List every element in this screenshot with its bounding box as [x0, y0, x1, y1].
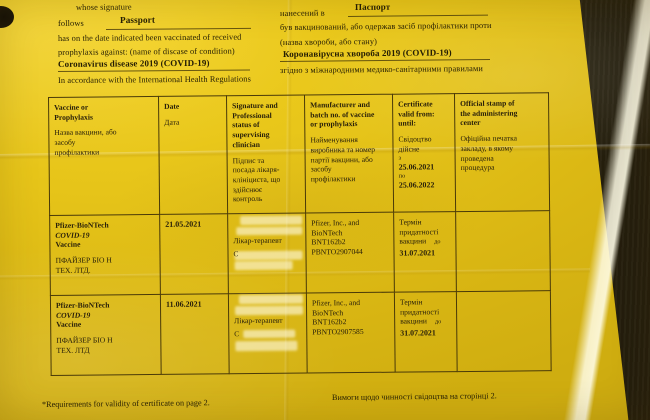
col-header-vaccine: Vaccine or Prophylaxis Назва вакцини, аб…: [48, 96, 160, 216]
cell-signature-dose-2: Лікар-терапевт С: [228, 293, 308, 374]
dose1-date: 21.05.2021: [165, 219, 202, 229]
dose2-valid-1: Термін: [399, 297, 423, 307]
dose1-valid-3: вакцини: [399, 236, 427, 247]
dose2-date: 11.06.2021: [165, 299, 202, 309]
col-header-validity-ua-1: Свідоцтво: [398, 134, 432, 144]
dose1-valid-date: 31.07.2021: [399, 248, 436, 259]
cell-date-dose-2: 11.06.2021: [160, 293, 230, 375]
validity-from-date: 25.06.2021: [398, 161, 435, 172]
dose1-signature-partial: C: [233, 248, 239, 258]
col-header-vaccine-ua-3: профілактики: [54, 147, 100, 157]
dose2-valid-date: 31.07.2021: [400, 328, 436, 339]
dose2-vaccine-ua-2: ТЕХ. ЛТД: [56, 345, 90, 355]
redaction-block: [240, 215, 303, 226]
col-header-manufacturer-en-3: or prophylaxis: [310, 119, 358, 129]
header-en-passport-value: Passport: [119, 14, 156, 25]
dose1-batch-2: PBNTO2907044: [311, 247, 363, 257]
redaction-block: [235, 340, 298, 352]
redaction-block: [235, 305, 304, 316]
header-ua-line2: був вакцинований, або одержав засіб проф…: [279, 20, 492, 32]
col-header-validity: Certificate valid from: until: Свідоцтво…: [392, 93, 456, 213]
col-header-signature-ua-5: контроль: [232, 194, 263, 204]
footer-note-ua: Вимоги щодо чинності свідоцтва на сторін…: [331, 391, 497, 402]
footer-note-en: *Requirements for validity of certificat…: [41, 398, 210, 409]
dose2-vaccine-en-3: Vaccine: [56, 320, 82, 330]
col-header-signature-en-5: clinician: [232, 139, 260, 150]
col-header-validity-en-2: valid from:: [398, 109, 435, 119]
header-ua-line1: нанесений в: [279, 8, 325, 18]
col-header-stamp-en-3: center: [460, 118, 481, 128]
cell-signature-dose-1: Лікар-терапевт C: [227, 213, 307, 294]
col-header-date: Date Дата: [158, 95, 228, 215]
col-header-validity-en-3: until:: [398, 118, 417, 129]
cell-validity-dose-2: Термін придатності вакцини до 31.07.2021: [394, 291, 458, 373]
dose1-stamp: [461, 216, 545, 217]
dose1-valid-until-label: до: [434, 238, 441, 246]
dose1-signature-role: Лікар-терапевт: [233, 235, 282, 246]
dose1-valid-2: придатності: [399, 226, 439, 237]
table-row: Pfizer-BioNTech COVID-19 Vaccine ПФАЙЗЕР…: [49, 210, 551, 296]
redaction-block: [236, 226, 303, 236]
col-header-signature: Signature and Professional status of sup…: [226, 95, 306, 214]
header-en-line4: prophylaxis against: (name of discase of…: [57, 46, 235, 57]
dose2-valid-until-label: до: [434, 318, 442, 326]
validity-until-date: 25.06.2022: [398, 179, 435, 190]
dose1-vaccine-en-3: Vaccine: [55, 240, 81, 250]
dose2-signature-role: Лікар-терапевт: [234, 315, 283, 326]
redaction-block: [238, 294, 303, 305]
cell-manufacturer-dose-2: Pfizer, Inc., and BioNTech BNT162b2 PBNT…: [306, 292, 396, 374]
cell-validity-dose-1: Термін придатності вакцини до 31.07.2021: [393, 211, 457, 293]
cell-vaccine-dose-1: Pfizer-BioNTech COVID-19 Vaccine ПФАЙЗЕР…: [49, 214, 161, 296]
col-header-validity-ua-2: дійсне: [398, 144, 420, 154]
header-en-line1: whose signature: [75, 2, 132, 12]
dose2-valid-3: вакцини: [400, 316, 428, 327]
col-header-manufacturer: Manufacturer and batch no. of vaccine or…: [304, 94, 394, 214]
dose2-batch-2: PBNTO2907585: [312, 327, 364, 337]
cell-date-dose-1: 21.05.2021: [159, 213, 229, 295]
col-header-date-ua-1: Дата: [164, 117, 180, 127]
redaction-block: [234, 260, 293, 271]
col-header-validity-en-1: Certificate: [398, 99, 433, 109]
vaccination-table: Vaccine or Prophylaxis Назва вакцини, аб…: [48, 92, 552, 376]
dose1-valid-1: Термін: [399, 217, 422, 227]
dose2-valid-2: придатності: [400, 306, 440, 317]
dose2-signature-partial: С: [234, 328, 240, 338]
header-ua-line3: (назва хвороби, або стану): [279, 37, 378, 47]
col-header-stamp-ua-4: процедура: [460, 163, 495, 173]
dose2-stamp: [462, 296, 546, 297]
vaccination-table-wrapper: Vaccine or Prophylaxis Назва вакцини, аб…: [48, 92, 552, 376]
cell-stamp-dose-2: [456, 290, 552, 372]
col-header-manufacturer-ua-5: профілактики: [310, 174, 356, 184]
table-header-row: Vaccine or Prophylaxis Назва вакцини, аб…: [48, 92, 550, 216]
cell-manufacturer-dose-1: Pfizer, Inc., and BioNTech BNT162b2 PBNT…: [305, 212, 395, 294]
header-en-disease: Coronavirus disease 2019 (COVID-19): [57, 57, 210, 69]
header-en-line3: has on the date indicated been vaccinate…: [57, 32, 242, 43]
table-row: Pfizer-BioNTech COVID-19 Vaccine ПФАЙЗЕР…: [50, 290, 552, 376]
col-header-date-en-1: Date: [164, 101, 180, 111]
cell-stamp-dose-1: [455, 210, 551, 292]
header-en-line2: follows: [57, 18, 84, 28]
header-en-line5: In accordance with the International Hea…: [57, 74, 251, 85]
header-ua-passport-value: Паспорт: [354, 1, 391, 12]
col-header-vaccine-en-2: Prophylaxis: [54, 112, 93, 122]
header-ua-disease: Коронавірусна хвороба 2019 (COVID-19): [282, 47, 452, 59]
cell-vaccine-dose-2: Pfizer-BioNTech COVID-19 Vaccine ПФАЙЗЕР…: [50, 294, 162, 376]
dose1-vaccine-ua-2: ТЕХ. ЛТД.: [55, 265, 91, 275]
col-header-stamp: Official stamp of the administering cent…: [454, 92, 550, 212]
header-ua-line4: згідно з міжнародними медико-санітарними…: [279, 64, 483, 75]
